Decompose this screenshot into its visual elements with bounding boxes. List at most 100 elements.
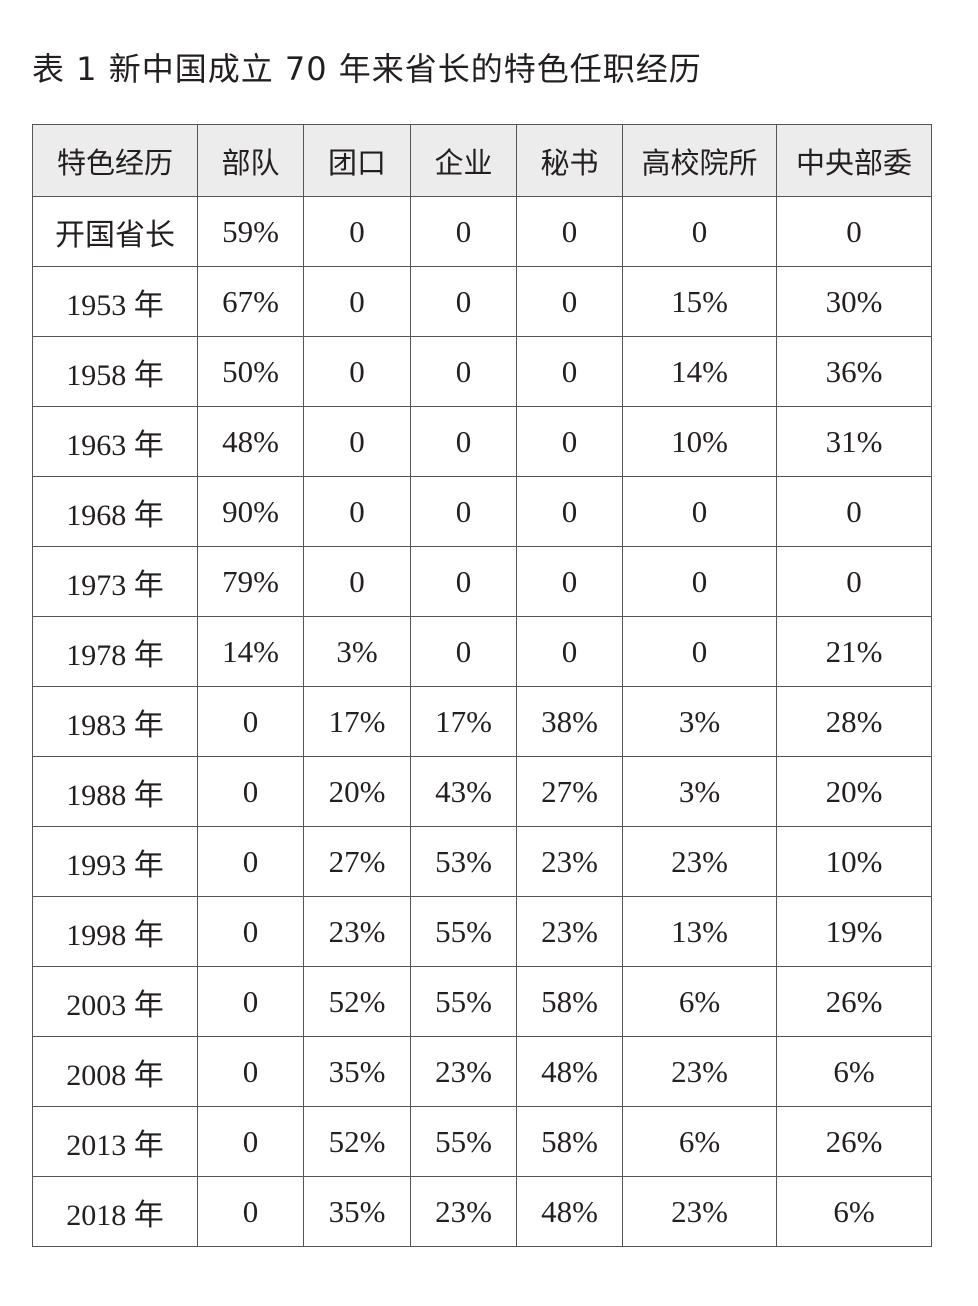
- table-cell: 58%: [516, 966, 623, 1037]
- table-cell: 6%: [776, 1036, 932, 1107]
- table-cell: 17%: [303, 686, 411, 757]
- table-cell: 6%: [776, 1176, 932, 1247]
- table-cell: 23%: [622, 826, 777, 897]
- row-label: 2008 年: [32, 1036, 198, 1107]
- table-cell: 67%: [197, 266, 304, 337]
- table-row: 1998 年 0 23% 55% 23% 13% 19%: [32, 896, 932, 967]
- table-cell: 0: [197, 1036, 304, 1107]
- table-row: 开国省长 59% 0 0 0 0 0: [32, 196, 932, 267]
- table-cell: 50%: [197, 336, 304, 407]
- table-cell: 10%: [776, 826, 932, 897]
- table-row: 1973 年 79% 0 0 0 0 0: [32, 546, 932, 617]
- table-row: 1978 年 14% 3% 0 0 0 21%: [32, 616, 932, 687]
- table-cell: 6%: [622, 966, 777, 1037]
- row-label: 2003 年: [32, 966, 198, 1037]
- table-cell: 0: [516, 476, 623, 547]
- table-cell: 0: [516, 406, 623, 477]
- table-cell: 0: [197, 966, 304, 1037]
- table-cell: 15%: [622, 266, 777, 337]
- table-row: 2018 年 0 35% 23% 48% 23% 6%: [32, 1176, 932, 1247]
- table-row: 1953 年 67% 0 0 0 15% 30%: [32, 266, 932, 337]
- table-cell: 36%: [776, 336, 932, 407]
- column-header: 企业: [410, 124, 517, 197]
- table-cell: 0: [410, 476, 517, 547]
- table-cell: 6%: [622, 1106, 777, 1177]
- table-cell: 31%: [776, 406, 932, 477]
- column-header: 部队: [197, 124, 304, 197]
- row-label: 开国省长: [32, 196, 198, 267]
- table-cell: 52%: [303, 966, 411, 1037]
- table-row: 2008 年 0 35% 23% 48% 23% 6%: [32, 1036, 932, 1107]
- table-cell: 52%: [303, 1106, 411, 1177]
- table-cell: 3%: [303, 616, 411, 687]
- table-cell: 27%: [516, 756, 623, 827]
- column-header: 高校院所: [622, 124, 777, 197]
- table-cell: 27%: [303, 826, 411, 897]
- table-cell: 0: [622, 546, 777, 617]
- table-cell: 26%: [776, 966, 932, 1037]
- column-header: 特色经历: [32, 124, 198, 197]
- row-label: 1953 年: [32, 266, 198, 337]
- table-cell: 23%: [410, 1176, 517, 1247]
- row-label: 1983 年: [32, 686, 198, 757]
- table-cell: 55%: [410, 896, 517, 967]
- table-cell: 0: [622, 476, 777, 547]
- table-cell: 19%: [776, 896, 932, 967]
- column-header: 中央部委: [776, 124, 932, 197]
- table-cell: 58%: [516, 1106, 623, 1177]
- column-header: 团口: [303, 124, 411, 197]
- table-row: 2003 年 0 52% 55% 58% 6% 26%: [32, 966, 932, 1037]
- table-row: 1983 年 0 17% 17% 38% 3% 28%: [32, 686, 932, 757]
- table-cell: 23%: [622, 1176, 777, 1247]
- table-cell: 14%: [622, 336, 777, 407]
- table-cell: 0: [303, 336, 411, 407]
- table-cell: 0: [410, 546, 517, 617]
- table-cell: 0: [197, 826, 304, 897]
- table-row: 1958 年 50% 0 0 0 14% 36%: [32, 336, 932, 407]
- table-cell: 3%: [622, 756, 777, 827]
- table-row: 1968 年 90% 0 0 0 0 0: [32, 476, 932, 547]
- table-cell: 55%: [410, 1106, 517, 1177]
- table-cell: 0: [776, 546, 932, 617]
- table-cell: 17%: [410, 686, 517, 757]
- table-cell: 14%: [197, 616, 304, 687]
- table-cell: 0: [516, 196, 623, 267]
- table-cell: 0: [516, 266, 623, 337]
- table-cell: 38%: [516, 686, 623, 757]
- table-cell: 59%: [197, 196, 304, 267]
- table-cell: 26%: [776, 1106, 932, 1177]
- table-row: 2013 年 0 52% 55% 58% 6% 26%: [32, 1106, 932, 1177]
- row-label: 1968 年: [32, 476, 198, 547]
- row-label: 2018 年: [32, 1176, 198, 1247]
- table-cell: 0: [197, 756, 304, 827]
- table-cell: 20%: [303, 756, 411, 827]
- table-cell: 35%: [303, 1036, 411, 1107]
- table-cell: 0: [303, 196, 411, 267]
- table-cell: 23%: [410, 1036, 517, 1107]
- table-cell: 23%: [303, 896, 411, 967]
- table-cell: 0: [410, 196, 517, 267]
- table-cell: 0: [622, 196, 777, 267]
- table-cell: 0: [410, 266, 517, 337]
- table-cell: 0: [516, 336, 623, 407]
- table-cell: 28%: [776, 686, 932, 757]
- table-row: 1993 年 0 27% 53% 23% 23% 10%: [32, 826, 932, 897]
- table-cell: 0: [516, 616, 623, 687]
- table-cell: 21%: [776, 616, 932, 687]
- table-cell: 0: [516, 546, 623, 617]
- table-cell: 0: [197, 686, 304, 757]
- table-cell: 0: [197, 1176, 304, 1247]
- table-cell: 10%: [622, 406, 777, 477]
- table-cell: 53%: [410, 826, 517, 897]
- table-cell: 79%: [197, 546, 304, 617]
- table-cell: 48%: [197, 406, 304, 477]
- table-cell: 23%: [516, 826, 623, 897]
- table-cell: 20%: [776, 756, 932, 827]
- row-label: 1973 年: [32, 546, 198, 617]
- table-row: 1963 年 48% 0 0 0 10% 31%: [32, 406, 932, 477]
- table-cell: 48%: [516, 1176, 623, 1247]
- table-cell: 13%: [622, 896, 777, 967]
- table-cell: 0: [303, 546, 411, 617]
- table-cell: 90%: [197, 476, 304, 547]
